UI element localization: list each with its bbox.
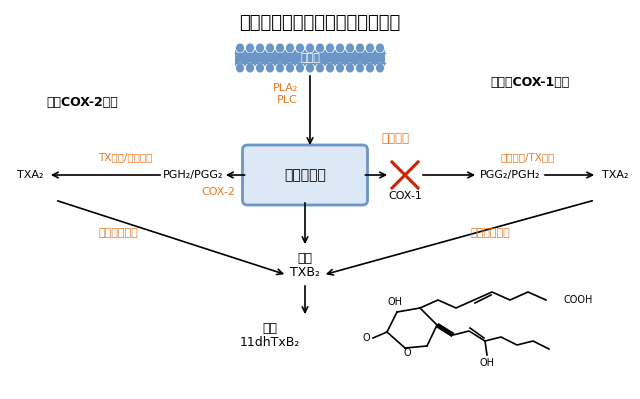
Ellipse shape bbox=[246, 63, 255, 73]
Text: COX-2: COX-2 bbox=[201, 187, 235, 197]
Text: TXA₂: TXA₂ bbox=[17, 170, 44, 180]
Text: 血小板COX-1途径: 血小板COX-1途径 bbox=[490, 75, 570, 89]
Ellipse shape bbox=[365, 43, 374, 53]
Ellipse shape bbox=[266, 63, 275, 73]
Ellipse shape bbox=[316, 63, 324, 73]
Ellipse shape bbox=[326, 63, 335, 73]
Ellipse shape bbox=[335, 63, 344, 73]
Text: OH: OH bbox=[387, 297, 403, 307]
Text: 阿司匹林: 阿司匹林 bbox=[381, 132, 409, 144]
Text: TXA₂: TXA₂ bbox=[602, 170, 628, 180]
Text: 炎症COX-2途径: 炎症COX-2途径 bbox=[46, 97, 118, 109]
Ellipse shape bbox=[296, 43, 305, 53]
Ellipse shape bbox=[285, 63, 294, 73]
Text: 尿液: 尿液 bbox=[262, 322, 278, 336]
Ellipse shape bbox=[346, 63, 355, 73]
FancyBboxPatch shape bbox=[235, 50, 385, 66]
Text: 膜磷脂: 膜磷脂 bbox=[300, 53, 320, 63]
Text: OH: OH bbox=[479, 358, 495, 368]
Ellipse shape bbox=[376, 43, 385, 53]
Ellipse shape bbox=[255, 43, 264, 53]
Ellipse shape bbox=[236, 43, 244, 53]
Ellipse shape bbox=[255, 63, 264, 73]
Text: 水解钝化作用: 水解钝化作用 bbox=[470, 228, 510, 238]
Text: PLA₂: PLA₂ bbox=[273, 83, 298, 93]
Text: COX-1: COX-1 bbox=[388, 191, 422, 201]
Text: 水解钝化作用: 水解钝化作用 bbox=[98, 228, 138, 238]
Ellipse shape bbox=[335, 43, 344, 53]
Text: 过氧物酶/TX合酶: 过氧物酶/TX合酶 bbox=[501, 152, 555, 162]
Ellipse shape bbox=[285, 43, 294, 53]
Text: PGG₂/PGH₂: PGG₂/PGH₂ bbox=[480, 170, 540, 180]
FancyBboxPatch shape bbox=[243, 145, 367, 205]
Ellipse shape bbox=[326, 43, 335, 53]
Text: PLC: PLC bbox=[277, 95, 298, 105]
Ellipse shape bbox=[346, 43, 355, 53]
Ellipse shape bbox=[275, 63, 285, 73]
Text: O: O bbox=[362, 333, 370, 343]
Text: 血清: 血清 bbox=[298, 253, 312, 265]
Text: O: O bbox=[403, 348, 411, 358]
Text: 环氧酶活化途径的血栓素生物合成: 环氧酶活化途径的血栓素生物合成 bbox=[239, 14, 401, 32]
Text: 11dhTxB₂: 11dhTxB₂ bbox=[240, 336, 300, 348]
Ellipse shape bbox=[236, 63, 244, 73]
Ellipse shape bbox=[355, 63, 365, 73]
Ellipse shape bbox=[365, 63, 374, 73]
Ellipse shape bbox=[275, 43, 285, 53]
Ellipse shape bbox=[355, 43, 365, 53]
Ellipse shape bbox=[305, 63, 314, 73]
Text: COOH: COOH bbox=[564, 295, 593, 305]
Ellipse shape bbox=[376, 63, 385, 73]
Ellipse shape bbox=[266, 43, 275, 53]
Ellipse shape bbox=[246, 43, 255, 53]
Ellipse shape bbox=[316, 43, 324, 53]
Text: PGH₂/PGG₂: PGH₂/PGG₂ bbox=[163, 170, 223, 180]
Text: TXB₂: TXB₂ bbox=[290, 265, 320, 279]
Text: 花生四烯酸: 花生四烯酸 bbox=[284, 168, 326, 182]
Text: TX合酶/过氧物酶: TX合酶/过氧物酶 bbox=[98, 152, 152, 162]
Ellipse shape bbox=[305, 43, 314, 53]
Ellipse shape bbox=[296, 63, 305, 73]
